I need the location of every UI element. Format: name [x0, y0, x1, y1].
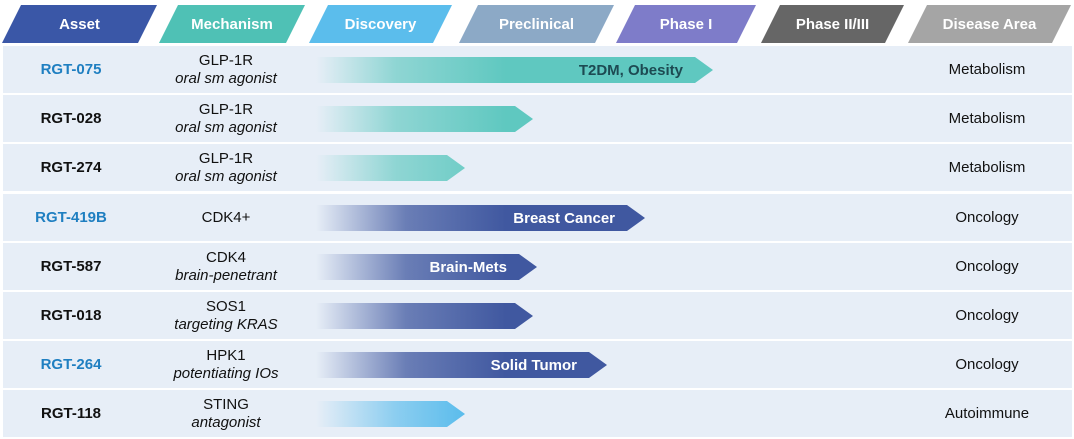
mechanism-cell: SOS1 targeting KRAS — [148, 292, 304, 339]
mechanism-target: GLP-1R — [198, 149, 254, 167]
pipeline-progress-bar — [316, 106, 533, 132]
pipeline-progress-bar — [316, 303, 533, 329]
mechanism-description: potentiating IOs — [173, 364, 279, 382]
asset-name: RGT-274 — [40, 159, 102, 176]
header-phase1: Phase I — [616, 5, 756, 43]
header-mechanism: Mechanism — [159, 5, 305, 43]
mechanism-cell: GLP-1R oral sm agonist — [148, 95, 304, 142]
asset-name: RGT-587 — [40, 258, 102, 275]
bar-label: Breast Cancer — [513, 209, 615, 227]
mechanism-target: SOS1 — [205, 297, 247, 315]
mechanism-description: oral sm agonist — [175, 118, 277, 136]
mechanism-description: brain-penetrant — [175, 266, 277, 284]
mechanism-cell: CDK4 brain-penetrant — [148, 243, 304, 290]
mechanism-cell: CDK4+ — [148, 194, 304, 241]
disease-area: Oncology — [955, 209, 1019, 226]
table-row — [3, 95, 1072, 142]
disease-area: Oncology — [955, 356, 1019, 373]
asset-name: RGT-264 — [40, 356, 102, 373]
mechanism-description: oral sm agonist — [175, 69, 277, 87]
mechanism-target: STING — [203, 395, 249, 413]
pipeline-progress-bar — [316, 352, 607, 378]
header-phase23: Phase II/III — [761, 5, 904, 43]
asset-name: RGT-075 — [40, 61, 102, 78]
asset-name: RGT-028 — [40, 110, 102, 127]
mechanism-cell: GLP-1R oral sm agonist — [148, 46, 304, 93]
pipeline-progress-bar — [316, 155, 465, 181]
disease-area: Oncology — [955, 258, 1019, 275]
disease-area: Metabolism — [948, 61, 1026, 78]
table-row — [3, 390, 1072, 437]
mechanism-target: GLP-1R — [198, 51, 254, 69]
mechanism-target: CDK4 — [205, 248, 246, 266]
mechanism-description: oral sm agonist — [175, 167, 277, 185]
table-row — [3, 292, 1072, 339]
mechanism-description: targeting KRAS — [174, 315, 278, 333]
mechanism-cell: HPK1 potentiating IOs — [148, 341, 304, 388]
bar-label: Solid Tumor — [490, 356, 577, 374]
mechanism-target: HPK1 — [206, 346, 246, 364]
header-disease-area: Disease Area — [908, 5, 1071, 43]
mechanism-description: antagonist — [191, 413, 261, 431]
bar-label: T2DM, Obesity — [578, 61, 683, 79]
asset-name: RGT-118 — [40, 405, 102, 422]
table-row — [3, 144, 1072, 191]
bar-label: Brain-Mets — [429, 258, 507, 276]
disease-area: Autoimmune — [944, 405, 1030, 422]
pipeline-progress-bar — [316, 205, 645, 231]
disease-area: Metabolism — [948, 159, 1026, 176]
header-asset: Asset — [2, 5, 157, 43]
asset-name: RGT-419B — [35, 209, 107, 226]
mechanism-target: GLP-1R — [198, 100, 254, 118]
pipeline-progress-bar — [316, 254, 537, 280]
header-preclinical: Preclinical — [459, 5, 614, 43]
pipeline-progress-bar — [316, 401, 465, 427]
disease-area: Oncology — [955, 307, 1019, 324]
header-discovery: Discovery — [309, 5, 452, 43]
mechanism-cell: STING antagonist — [148, 390, 304, 437]
mechanism-cell: GLP-1R oral sm agonist — [148, 144, 304, 191]
disease-area: Metabolism — [948, 110, 1026, 127]
mechanism-target: CDK4+ — [201, 208, 251, 226]
asset-name: RGT-018 — [40, 307, 102, 324]
table-row — [3, 243, 1072, 290]
pipeline-progress-bar — [316, 57, 713, 83]
